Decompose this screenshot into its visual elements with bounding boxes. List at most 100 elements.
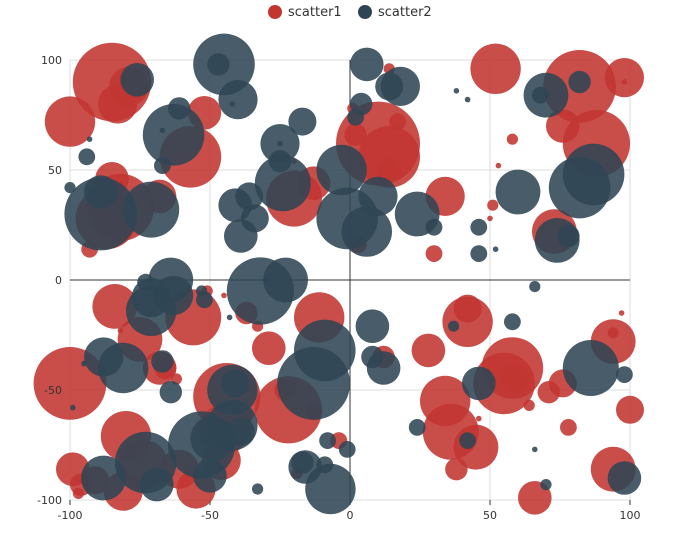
scatter2-point[interactable] bbox=[154, 157, 171, 175]
scatter2-point[interactable] bbox=[226, 314, 233, 321]
scatter1-point[interactable] bbox=[425, 245, 443, 262]
scatter1-point[interactable] bbox=[411, 333, 446, 368]
scatter2-point[interactable] bbox=[221, 369, 250, 398]
scatter2-point[interactable] bbox=[252, 483, 264, 495]
scatter1-point[interactable] bbox=[621, 79, 628, 85]
scatter1-point[interactable] bbox=[358, 126, 421, 188]
scatter2-point[interactable] bbox=[193, 459, 227, 493]
scatter2-point[interactable] bbox=[448, 320, 460, 332]
scatter1-point[interactable] bbox=[523, 399, 535, 411]
scatter2-point[interactable] bbox=[81, 455, 126, 501]
scatter2-point[interactable] bbox=[504, 313, 521, 331]
scatter1-point[interactable] bbox=[251, 331, 286, 366]
scatter2-point[interactable] bbox=[70, 404, 76, 411]
scatter2-point[interactable] bbox=[207, 53, 230, 76]
series-scatter2 bbox=[64, 33, 642, 515]
y-tick-label: -100 bbox=[37, 494, 62, 507]
scatter2-point[interactable] bbox=[224, 219, 258, 253]
legend-marker-scatter2[interactable] bbox=[358, 5, 372, 19]
scatter2-point[interactable] bbox=[288, 107, 317, 136]
scatter2-point[interactable] bbox=[64, 177, 138, 251]
scatter2-point[interactable] bbox=[534, 218, 580, 263]
scatter2-point[interactable] bbox=[159, 381, 182, 404]
scatter2-point[interactable] bbox=[532, 86, 549, 104]
legend-label-scatter2[interactable]: scatter2 bbox=[378, 5, 432, 20]
y-tick-label: -50 bbox=[44, 384, 62, 397]
scatter2-point[interactable] bbox=[355, 309, 390, 344]
scatter1-point[interactable] bbox=[453, 424, 499, 470]
scatter2-point[interactable] bbox=[470, 245, 488, 262]
scatter2-point[interactable] bbox=[453, 88, 460, 94]
scatter1-point[interactable] bbox=[56, 452, 90, 487]
scatter2-point[interactable] bbox=[341, 206, 392, 257]
scatter2-point[interactable] bbox=[305, 463, 356, 515]
scatter1-point[interactable] bbox=[378, 158, 401, 182]
scatter1-point[interactable] bbox=[487, 199, 499, 211]
scatter2-point[interactable] bbox=[319, 432, 336, 449]
scatter2-point[interactable] bbox=[408, 419, 426, 436]
scatter2-point[interactable] bbox=[263, 257, 308, 303]
scatter2-point[interactable] bbox=[277, 140, 283, 147]
scatter1-point[interactable] bbox=[476, 415, 482, 422]
scatter2-point[interactable] bbox=[616, 366, 633, 383]
scatter2-point[interactable] bbox=[532, 446, 538, 453]
scatter1-point[interactable] bbox=[506, 133, 518, 145]
scatter2-point[interactable] bbox=[196, 291, 213, 309]
scatter2-point[interactable] bbox=[495, 169, 541, 215]
scatter1-point[interactable] bbox=[389, 113, 406, 130]
legend-marker-scatter1[interactable] bbox=[268, 5, 282, 19]
scatter2-point[interactable] bbox=[254, 155, 311, 212]
scatter2-point[interactable] bbox=[568, 70, 591, 94]
x-tick-label: 50 bbox=[483, 509, 497, 522]
scatter1-point[interactable] bbox=[560, 419, 577, 436]
scatter2-point[interactable] bbox=[98, 342, 149, 394]
scatter2-point[interactable] bbox=[380, 66, 420, 106]
scatter1-point[interactable] bbox=[470, 43, 521, 94]
scatter1-point[interactable] bbox=[487, 215, 493, 222]
scatter2-point[interactable] bbox=[81, 360, 87, 367]
scatter2-point[interactable] bbox=[140, 467, 174, 502]
scatter2-point[interactable] bbox=[123, 181, 180, 238]
scatter2-point[interactable] bbox=[64, 182, 76, 194]
scatter2-point[interactable] bbox=[120, 63, 154, 97]
scatter2-point[interactable] bbox=[218, 80, 258, 120]
scatter2-point[interactable] bbox=[459, 432, 476, 449]
scatter2-point[interactable] bbox=[540, 479, 552, 491]
scatter2-point[interactable] bbox=[562, 143, 625, 206]
scatter1-point[interactable] bbox=[501, 365, 530, 393]
scatter1-point[interactable] bbox=[92, 284, 138, 329]
scatter2-point[interactable] bbox=[470, 218, 488, 236]
scatter2-point[interactable] bbox=[316, 144, 367, 196]
scatter1-point[interactable] bbox=[221, 292, 227, 299]
scatter1-point[interactable] bbox=[618, 310, 625, 316]
scatter2-point[interactable] bbox=[159, 127, 166, 134]
scatter1-point[interactable] bbox=[604, 58, 645, 98]
scatter2-point[interactable] bbox=[492, 246, 499, 252]
scatter2-point[interactable] bbox=[86, 136, 93, 142]
scatter2-point[interactable] bbox=[78, 148, 96, 166]
scatter1-point[interactable] bbox=[495, 162, 502, 169]
scatter2-point[interactable] bbox=[218, 188, 252, 222]
scatter2-point[interactable] bbox=[226, 417, 255, 446]
scatter1-point[interactable] bbox=[44, 96, 96, 147]
scatter2-point[interactable] bbox=[338, 441, 356, 458]
scatter1-point[interactable] bbox=[72, 487, 84, 499]
scatter2-point[interactable] bbox=[529, 281, 541, 293]
legend-label-scatter1[interactable]: scatter1 bbox=[288, 5, 342, 20]
series-layer bbox=[33, 33, 645, 515]
scatter2-point[interactable] bbox=[425, 218, 443, 236]
scatter2-point[interactable] bbox=[148, 257, 194, 303]
scatter2-point[interactable] bbox=[142, 104, 205, 166]
scatter2-point[interactable] bbox=[462, 366, 496, 401]
scatter1-point[interactable] bbox=[453, 294, 482, 323]
scatter1-point[interactable] bbox=[616, 395, 644, 424]
scatter2-point[interactable] bbox=[350, 92, 373, 116]
scatter2-point[interactable] bbox=[607, 461, 642, 495]
scatter2-point[interactable] bbox=[562, 340, 619, 396]
scatter2-point[interactable] bbox=[350, 47, 384, 82]
scatter2-point[interactable] bbox=[277, 347, 350, 420]
scatter2-point[interactable] bbox=[464, 96, 471, 103]
scatter2-point[interactable] bbox=[366, 351, 401, 385]
x-tick-label: -100 bbox=[58, 509, 83, 522]
scatter2-point[interactable] bbox=[151, 350, 174, 373]
